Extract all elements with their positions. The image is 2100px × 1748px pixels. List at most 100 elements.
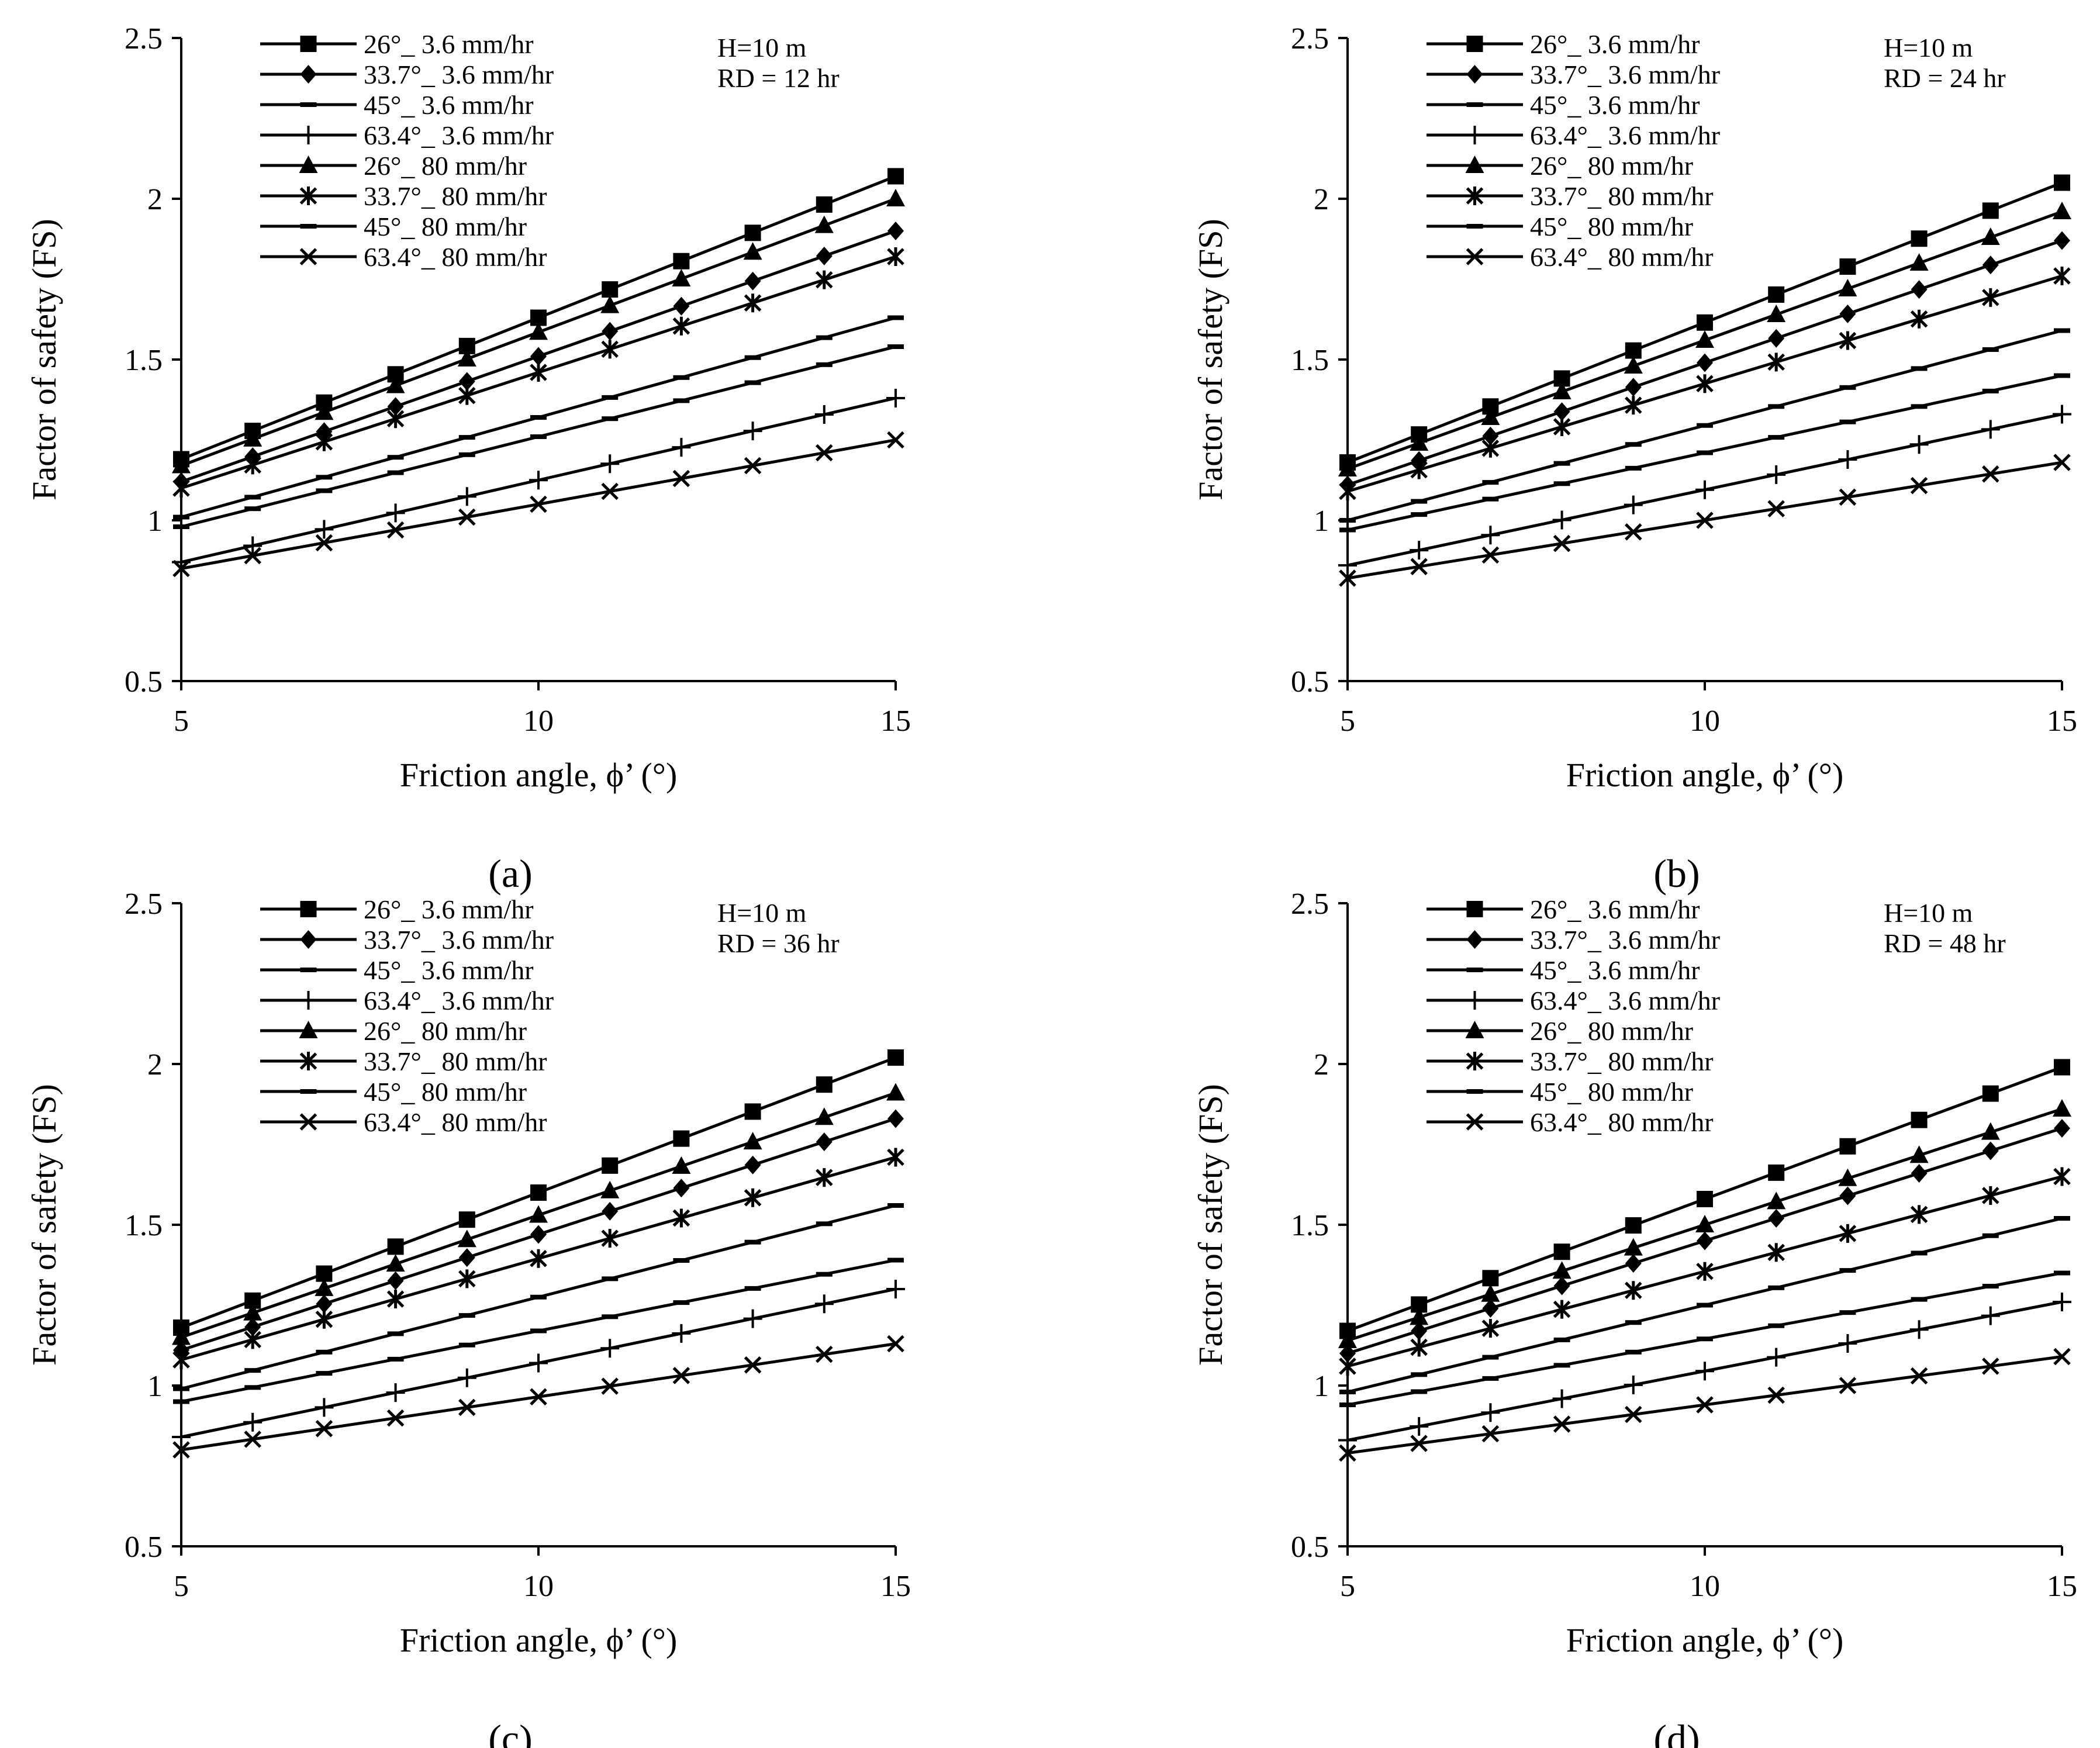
y-tick-label: 1.5 [1291,1209,1329,1242]
legend-label: 33.7°_ 80 mm/hr [1530,1046,1714,1076]
data-point [1339,1402,1356,1407]
dash-icon [1466,1089,1483,1094]
asterisk-icon [299,1052,317,1070]
panel-label: (b) [1653,851,1700,896]
annotation-text: H=10 m [717,898,807,928]
data-point [672,1367,690,1384]
legend-label: 45°_ 80 mm/hr [1530,1077,1693,1107]
data-point [744,293,762,313]
data-point [244,547,261,565]
data-point [1768,1209,1785,1228]
data-point [887,1148,904,1167]
data-point [315,1310,333,1329]
data-point [316,1294,333,1314]
data-point [1767,500,1785,517]
y-tick-label: 2 [147,1048,163,1082]
annotation-text: H=10 m [717,33,807,63]
data-point [1838,1168,1857,1186]
data-point [530,434,547,439]
data-point [1482,1376,1499,1381]
data-point [173,524,189,529]
x-tick-label: 5 [1340,1570,1355,1603]
data-point [672,268,691,286]
data-point [1982,1141,1999,1160]
data-point [1839,304,1856,323]
data-point [744,457,762,475]
data-point [1982,1233,1999,1238]
y-tick-label: 2 [1314,1048,1329,1082]
data-point [744,1155,761,1174]
series-7 [1339,1270,2070,1407]
square-icon [300,901,317,917]
data-point [1481,1425,1500,1443]
data-point [600,295,620,313]
series-2 [173,1109,904,1360]
data-point [1624,1238,1643,1256]
legend-label: 45°_ 80 mm/hr [1530,212,1693,241]
data-point [1697,1336,1713,1342]
data-point [457,348,476,367]
data-point [1839,258,1856,275]
legend-entry-3: 45°_ 3.6 mm/hr [260,955,534,985]
data-point [172,1327,191,1345]
data-point [1482,1299,1499,1318]
cross-icon [299,1113,317,1131]
data-point [386,375,405,393]
data-point [1768,1285,1785,1290]
series-3 [1339,328,2070,523]
plus-icon [1465,991,1484,1010]
data-point [1695,330,1714,348]
data-point [1482,426,1499,445]
data-point [1339,518,1356,523]
chart-panel-a: 0.5 1 1.5 2 2.5 5 10 15 Friction angle, ϕ’ (°) Fa… [25,22,911,896]
data-point [1410,541,1429,560]
data-point [2054,1119,2070,1138]
data-point [1553,481,1570,486]
data-point [744,1188,762,1207]
data-point [744,1286,761,1291]
series-2 [1339,1119,2070,1363]
data-point [1339,1390,1356,1394]
legend-entry-5: 26°_ 80 mm/hr [260,151,527,181]
panel-label: (d) [1653,1716,1700,1748]
data-point [458,1248,475,1267]
annotation-text: RD = 24 hr [1884,63,2006,93]
square-icon [1466,901,1483,917]
data-point [172,1350,190,1369]
annotation-text: RD = 36 hr [717,928,840,958]
legend-label: 26°_ 80 mm/hr [1530,151,1693,181]
data-point [673,1300,690,1305]
data-point [672,1208,690,1228]
legend-label: 63.4°_ 3.6 mm/hr [1530,120,1720,150]
legend-entry-8: 63.4°_ 80 mm/hr [260,242,547,272]
legend-label: 63.4°_ 80 mm/hr [364,242,547,272]
legend-entry-7: 45°_ 80 mm/hr [1427,1077,1693,1107]
data-point [1553,1337,1570,1342]
y-tick-label: 1 [1314,505,1329,538]
legend-label: 26°_ 3.6 mm/hr [364,29,534,59]
data-point [1911,230,1928,247]
series-5 [1338,1099,2071,1348]
data-point [1481,438,1500,458]
y-tick-label: 1.5 [125,344,163,377]
data-point [1411,1372,1428,1377]
plus-icon [299,991,318,1010]
data-point [887,431,904,449]
data-point [887,1258,904,1263]
data-point [1697,450,1713,455]
data-point [816,196,833,213]
legend-label: 33.7°_ 3.6 mm/hr [364,60,554,89]
data-point [1838,450,1857,469]
data-point [1909,1320,1929,1339]
legend-entry-4: 63.4°_ 3.6 mm/hr [1427,986,1720,1015]
data-point [386,1409,405,1427]
data-point [1839,1224,1857,1243]
y-tick-label: 1 [147,505,163,538]
data-point [2053,1348,2071,1366]
data-point [458,1398,476,1417]
series-5 [172,189,905,474]
annotation-text: RD = 48 hr [1884,928,2006,958]
legend-label: 45°_ 80 mm/hr [364,212,527,241]
data-point [243,1303,262,1321]
